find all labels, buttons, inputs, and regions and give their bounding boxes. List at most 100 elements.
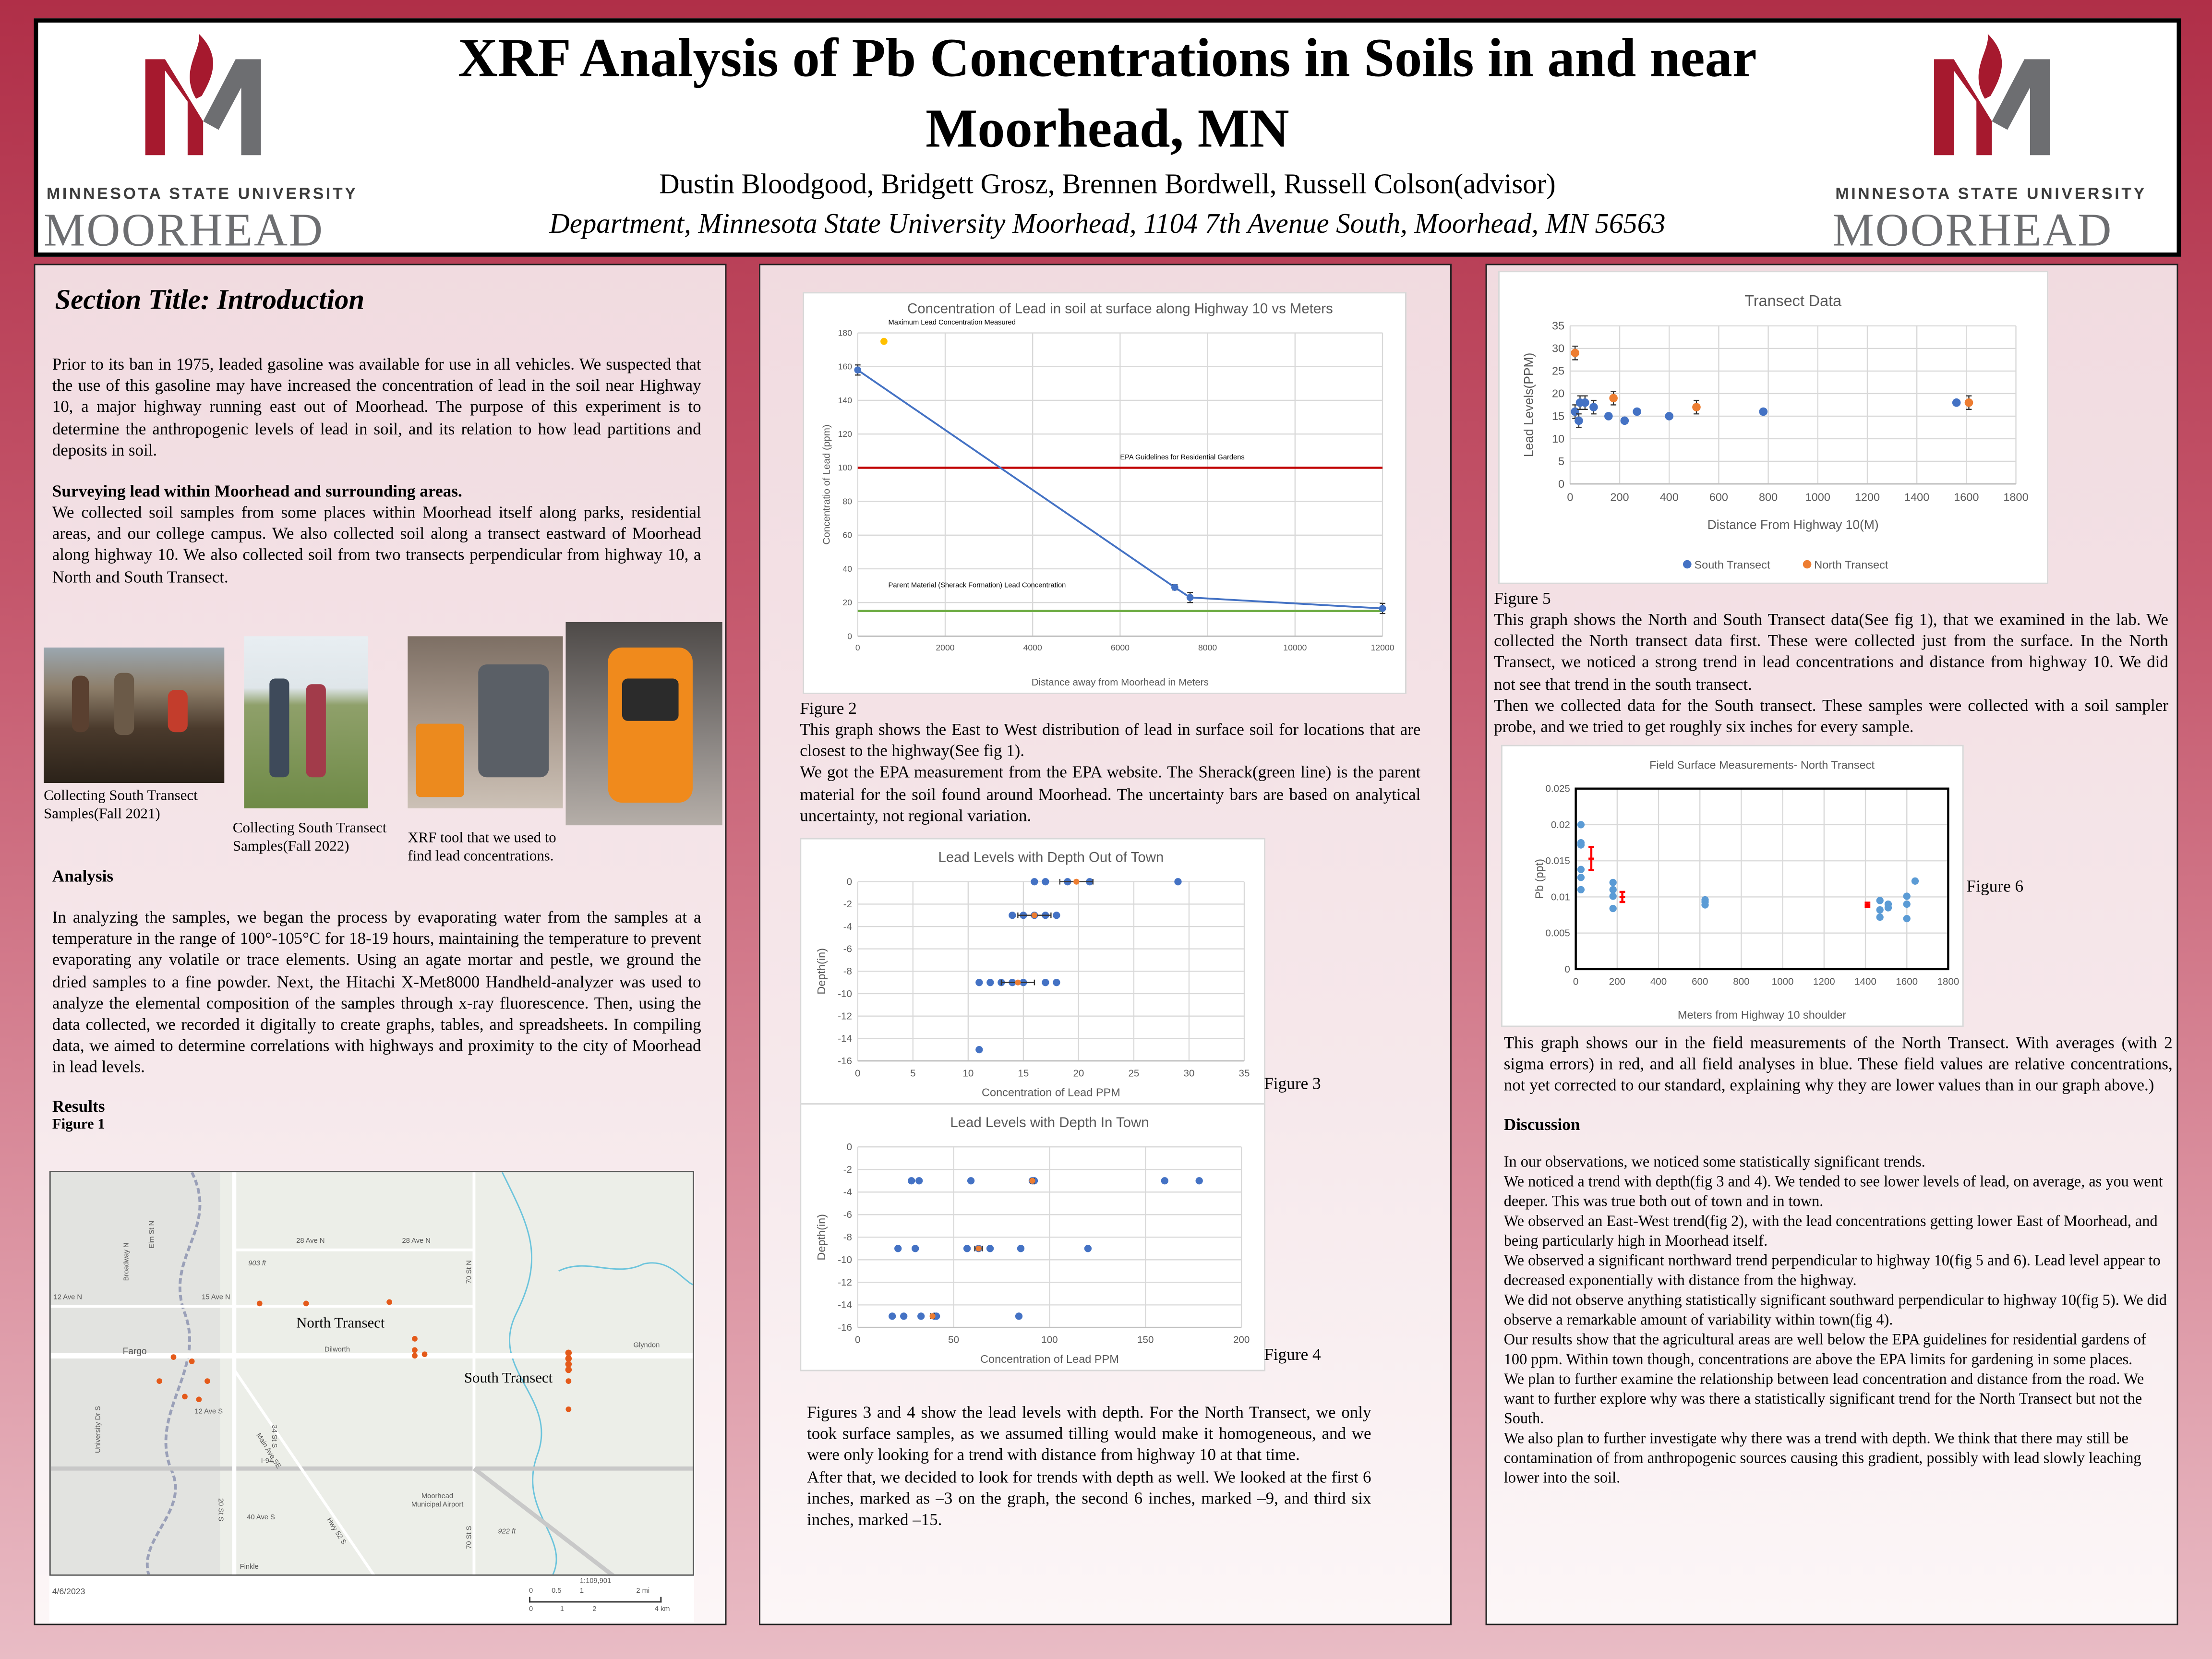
discussion-body: In our observations, we noticed some sta… (1504, 1152, 2173, 1488)
map-label-south-transect: South Transect (464, 1371, 553, 1387)
chart-title: Lead Levels with Depth Out of Town (938, 850, 1164, 866)
x-tick-label: 100 (1041, 1334, 1058, 1346)
x-axis-label: Meters from Highway 10 shoulder (1678, 1009, 1847, 1021)
y-tick-label: 0 (1558, 478, 1564, 490)
x-tick-label: 800 (1759, 491, 1778, 503)
discussion-paragraph: We noticed a trend with depth(fig 3 and … (1503, 1173, 2163, 1210)
photo-field-sampling-2022 (244, 636, 369, 808)
data-point (967, 1177, 975, 1185)
figure5-description: This graph shows the North and South Tra… (1494, 609, 2168, 694)
x-tick-label: 200 (1233, 1334, 1250, 1346)
map-road-label: Broadway N (122, 1242, 132, 1281)
discussion-paragraph: Our results show that the agricultural a… (1503, 1331, 2146, 1368)
data-point (1042, 878, 1049, 886)
discussion-block: This graph shows our in the field measur… (1504, 1033, 2173, 1488)
y-tick-label: 20 (842, 598, 852, 607)
x-tick-label: 0 (855, 1334, 860, 1346)
data-point (1609, 394, 1618, 403)
data-point (1581, 398, 1589, 407)
intro-text-block: Section Title: Introduction Prior to its… (52, 285, 701, 588)
data-point (963, 1245, 971, 1252)
y-tick-label: -2 (843, 899, 852, 910)
reference-line-label: Parent Material (Sherack Formation) Lead… (889, 582, 1066, 589)
analysis-paragraph: In analyzing the samples, we began the p… (52, 907, 701, 1077)
discussion-heading: Discussion (1503, 1114, 1580, 1134)
discussion-paragraph: We observed a significant northward tren… (1503, 1252, 2161, 1289)
data-point (1577, 886, 1585, 894)
poster-title-line2: Moorhead, MN (926, 98, 1289, 160)
discussion-paragraph: We also plan to further investigate why … (1503, 1430, 2141, 1487)
data-point (1609, 886, 1617, 894)
x-axis-label: Concentration of Lead PPM (980, 1353, 1119, 1365)
data-point (1903, 914, 1911, 923)
discussion-paragraph: We observed an East-West trend(fig 2), w… (1503, 1213, 2158, 1250)
x-tick-label: 1000 (1805, 491, 1830, 503)
data-point (1195, 1177, 1203, 1185)
data-point (1029, 1178, 1035, 1184)
chart-title: Field Surface Measurements- North Transe… (1649, 759, 1875, 771)
y-tick-label: -8 (843, 966, 852, 977)
legend-label: North Transect (1814, 558, 1888, 571)
msum-logo-right: MINNESOTA STATE UNIVERSITY MOORHEAD (1832, 28, 2171, 257)
data-point (1042, 979, 1049, 986)
plot-frame (1575, 787, 1949, 971)
y-axis-label: Lead Levels(PPM) (1521, 353, 1536, 457)
x-tick-label: 400 (1660, 491, 1679, 503)
x-tick-label: 2000 (936, 643, 954, 652)
data-point (1759, 407, 1768, 416)
analysis-text-block: Analysis In analyzing the samples, we be… (52, 866, 701, 1132)
map-road-label: University Dr S (94, 1406, 103, 1453)
y-tick-label: 0.02 (1551, 819, 1570, 830)
data-point (1031, 878, 1038, 886)
x-tick-label: 8000 (1198, 643, 1217, 652)
data-point (1161, 1177, 1168, 1185)
y-tick-label: 10 (1552, 433, 1564, 445)
y-tick-label: -8 (843, 1232, 852, 1243)
figure6-svg: Field Surface Measurements- North Transe… (1533, 759, 1960, 1021)
scale-tick: 2 (592, 1605, 597, 1614)
scale-tick: 0 (529, 1605, 533, 1614)
photo-field-sampling-2021 (44, 647, 225, 783)
figure4-label: Figure 4 (1264, 1344, 1321, 1364)
x-tick-label: 4000 (1023, 643, 1042, 652)
x-tick-label: 12000 (1370, 643, 1394, 652)
x-tick-label: 0 (1567, 491, 1573, 503)
data-point (1964, 398, 1973, 407)
data-point (1053, 912, 1060, 919)
y-tick-label: 30 (1552, 342, 1564, 355)
data-point (1876, 897, 1884, 904)
data-point (1620, 416, 1629, 425)
y-tick-label: 0.005 (1545, 928, 1570, 939)
figure4-svg: Lead Levels with Depth In Town 0 50 100 150 2… (815, 1115, 1250, 1365)
photo-xrf-analyzer (565, 622, 722, 826)
column-discussion: Transect Data 0 200 400 600 800 1000 1200 1400 16… (1485, 264, 2178, 1625)
figure5-caption-block: Figure 5 This graph shows the North and … (1494, 588, 2168, 738)
data-point (917, 1312, 925, 1320)
y-tick-label: -16 (838, 1322, 852, 1333)
discussion-paragraph: We plan to further examine the relations… (1503, 1370, 2144, 1427)
discussion-paragraph: We did not observe anything statisticall… (1503, 1291, 2167, 1329)
map-place-airport: Moorhead Municipal Airport (411, 1492, 464, 1510)
figure3-chart: Lead Levels with Depth Out of Town 0 5 10 15… (800, 838, 1266, 1105)
x-tick-label: 0 (1573, 976, 1578, 987)
map-place-fargo: Fargo (122, 1347, 147, 1358)
figure5-label: Figure 5 (1494, 588, 1551, 608)
data-point (880, 337, 888, 345)
survey-paragraph: We collected soil samples from some plac… (52, 502, 701, 587)
y-axis-label: Depth(in) (815, 1214, 828, 1261)
x-tick-label: 1400 (1904, 491, 1929, 503)
y-tick-label: 0.015 (1545, 855, 1570, 866)
data-point (1031, 912, 1037, 918)
x-tick-label: 1000 (1772, 976, 1794, 987)
data-point (889, 1312, 896, 1320)
y-axis-label: Concentratio of Lead (ppm) (821, 424, 832, 544)
map-road-label: 28 Ave N (402, 1237, 431, 1246)
data-point (1577, 841, 1585, 849)
y-tick-label: -10 (838, 988, 852, 999)
scale-tick: 0 (529, 1587, 533, 1596)
map-scale-ratio: 1:109,901 (579, 1577, 612, 1586)
logo-university-text: MINNESOTA STATE UNIVERSITY (1835, 186, 2147, 204)
scale-tick: 2 mi (636, 1587, 650, 1596)
